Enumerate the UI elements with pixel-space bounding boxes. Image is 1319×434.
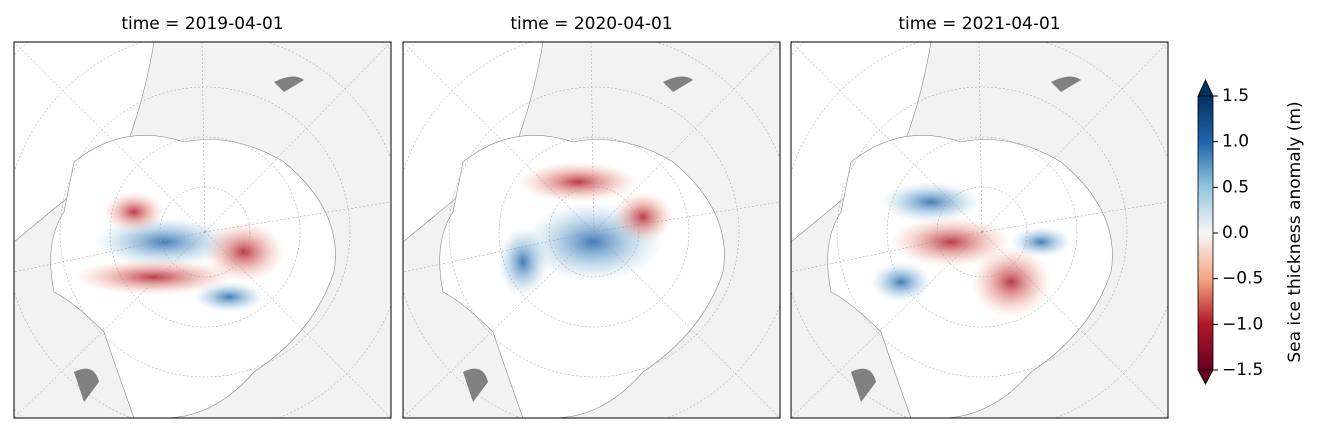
colorbar-body — [1197, 95, 1214, 371]
colorbar: Sea ice thickness anomaly (m) 1.5 1.0 0.5 0… — [1197, 79, 1305, 385]
longitude-line — [403, 42, 595, 233]
latitude-line — [836, 86, 1128, 378]
colorbar-tick-label: 0.5 — [1222, 177, 1249, 197]
ice-anomaly — [1011, 227, 1071, 257]
ice-anomaly — [498, 227, 548, 297]
longitude-line — [204, 201, 391, 233]
map — [791, 42, 1168, 418]
longitude-line — [403, 231, 595, 273]
colorbar-extend-top — [1197, 79, 1214, 97]
ice-anomaly — [204, 222, 284, 282]
longitude-line — [14, 231, 206, 273]
panel-title: time = 2021-04-01 — [898, 14, 1060, 34]
longitude-line — [791, 231, 983, 273]
longitude-line — [403, 231, 595, 418]
map — [14, 42, 391, 418]
ice-anomaly — [74, 259, 234, 295]
ice-anomaly — [518, 162, 638, 202]
longitude-line — [14, 42, 206, 233]
latitude-line — [936, 186, 1028, 278]
map-panel: time = 2019-04-01 — [13, 14, 392, 419]
map-panel: time = 2020-04-01 — [402, 14, 781, 419]
panel-frame — [13, 41, 392, 419]
ice-anomaly — [194, 282, 264, 312]
colorbar-tick-label: 1.0 — [1222, 132, 1249, 152]
ice-anomaly — [104, 192, 164, 232]
colorbar-tick-label: −1.0 — [1222, 314, 1263, 334]
latitude-line — [109, 136, 301, 328]
colorbar-tick-label: −0.5 — [1222, 269, 1263, 289]
colorbar-tick-label: 0.0 — [1222, 223, 1249, 243]
map — [403, 42, 780, 418]
panel-frame — [402, 41, 781, 419]
longitude-line — [593, 42, 780, 233]
longitude-line — [204, 42, 391, 233]
latitude-line — [448, 86, 740, 378]
latitude-line — [548, 186, 640, 278]
ice-anomaly — [881, 182, 981, 222]
panels: time = 2019-04-01 time = 2020-04-01 time =… — [13, 14, 1169, 419]
panel-title: time = 2020-04-01 — [510, 14, 672, 34]
colorbar-tick-label: −1.5 — [1222, 360, 1263, 380]
colorbar-extend-bottom — [1197, 369, 1214, 385]
longitude-line — [791, 231, 983, 418]
latitude-line — [886, 136, 1078, 328]
longitude-line — [981, 201, 1168, 233]
longitude-line — [981, 42, 1168, 233]
longitude-line — [14, 231, 206, 418]
map-panel: time = 2021-04-01 — [790, 14, 1169, 419]
latitude-line — [59, 86, 351, 378]
ice-anomaly — [971, 247, 1051, 317]
panel-frame — [790, 41, 1169, 419]
latitude-line — [159, 186, 251, 278]
ice-anomaly — [891, 217, 1011, 267]
colorbar-tick-label: 1.5 — [1222, 86, 1249, 106]
colorbar-label: Sea ice thickness anomaly (m) — [1285, 101, 1305, 362]
longitude-line — [593, 201, 780, 233]
panel-title: time = 2019-04-01 — [121, 14, 283, 34]
longitude-line — [791, 42, 983, 233]
ice-anomaly — [613, 192, 673, 242]
latitude-line — [498, 136, 690, 328]
